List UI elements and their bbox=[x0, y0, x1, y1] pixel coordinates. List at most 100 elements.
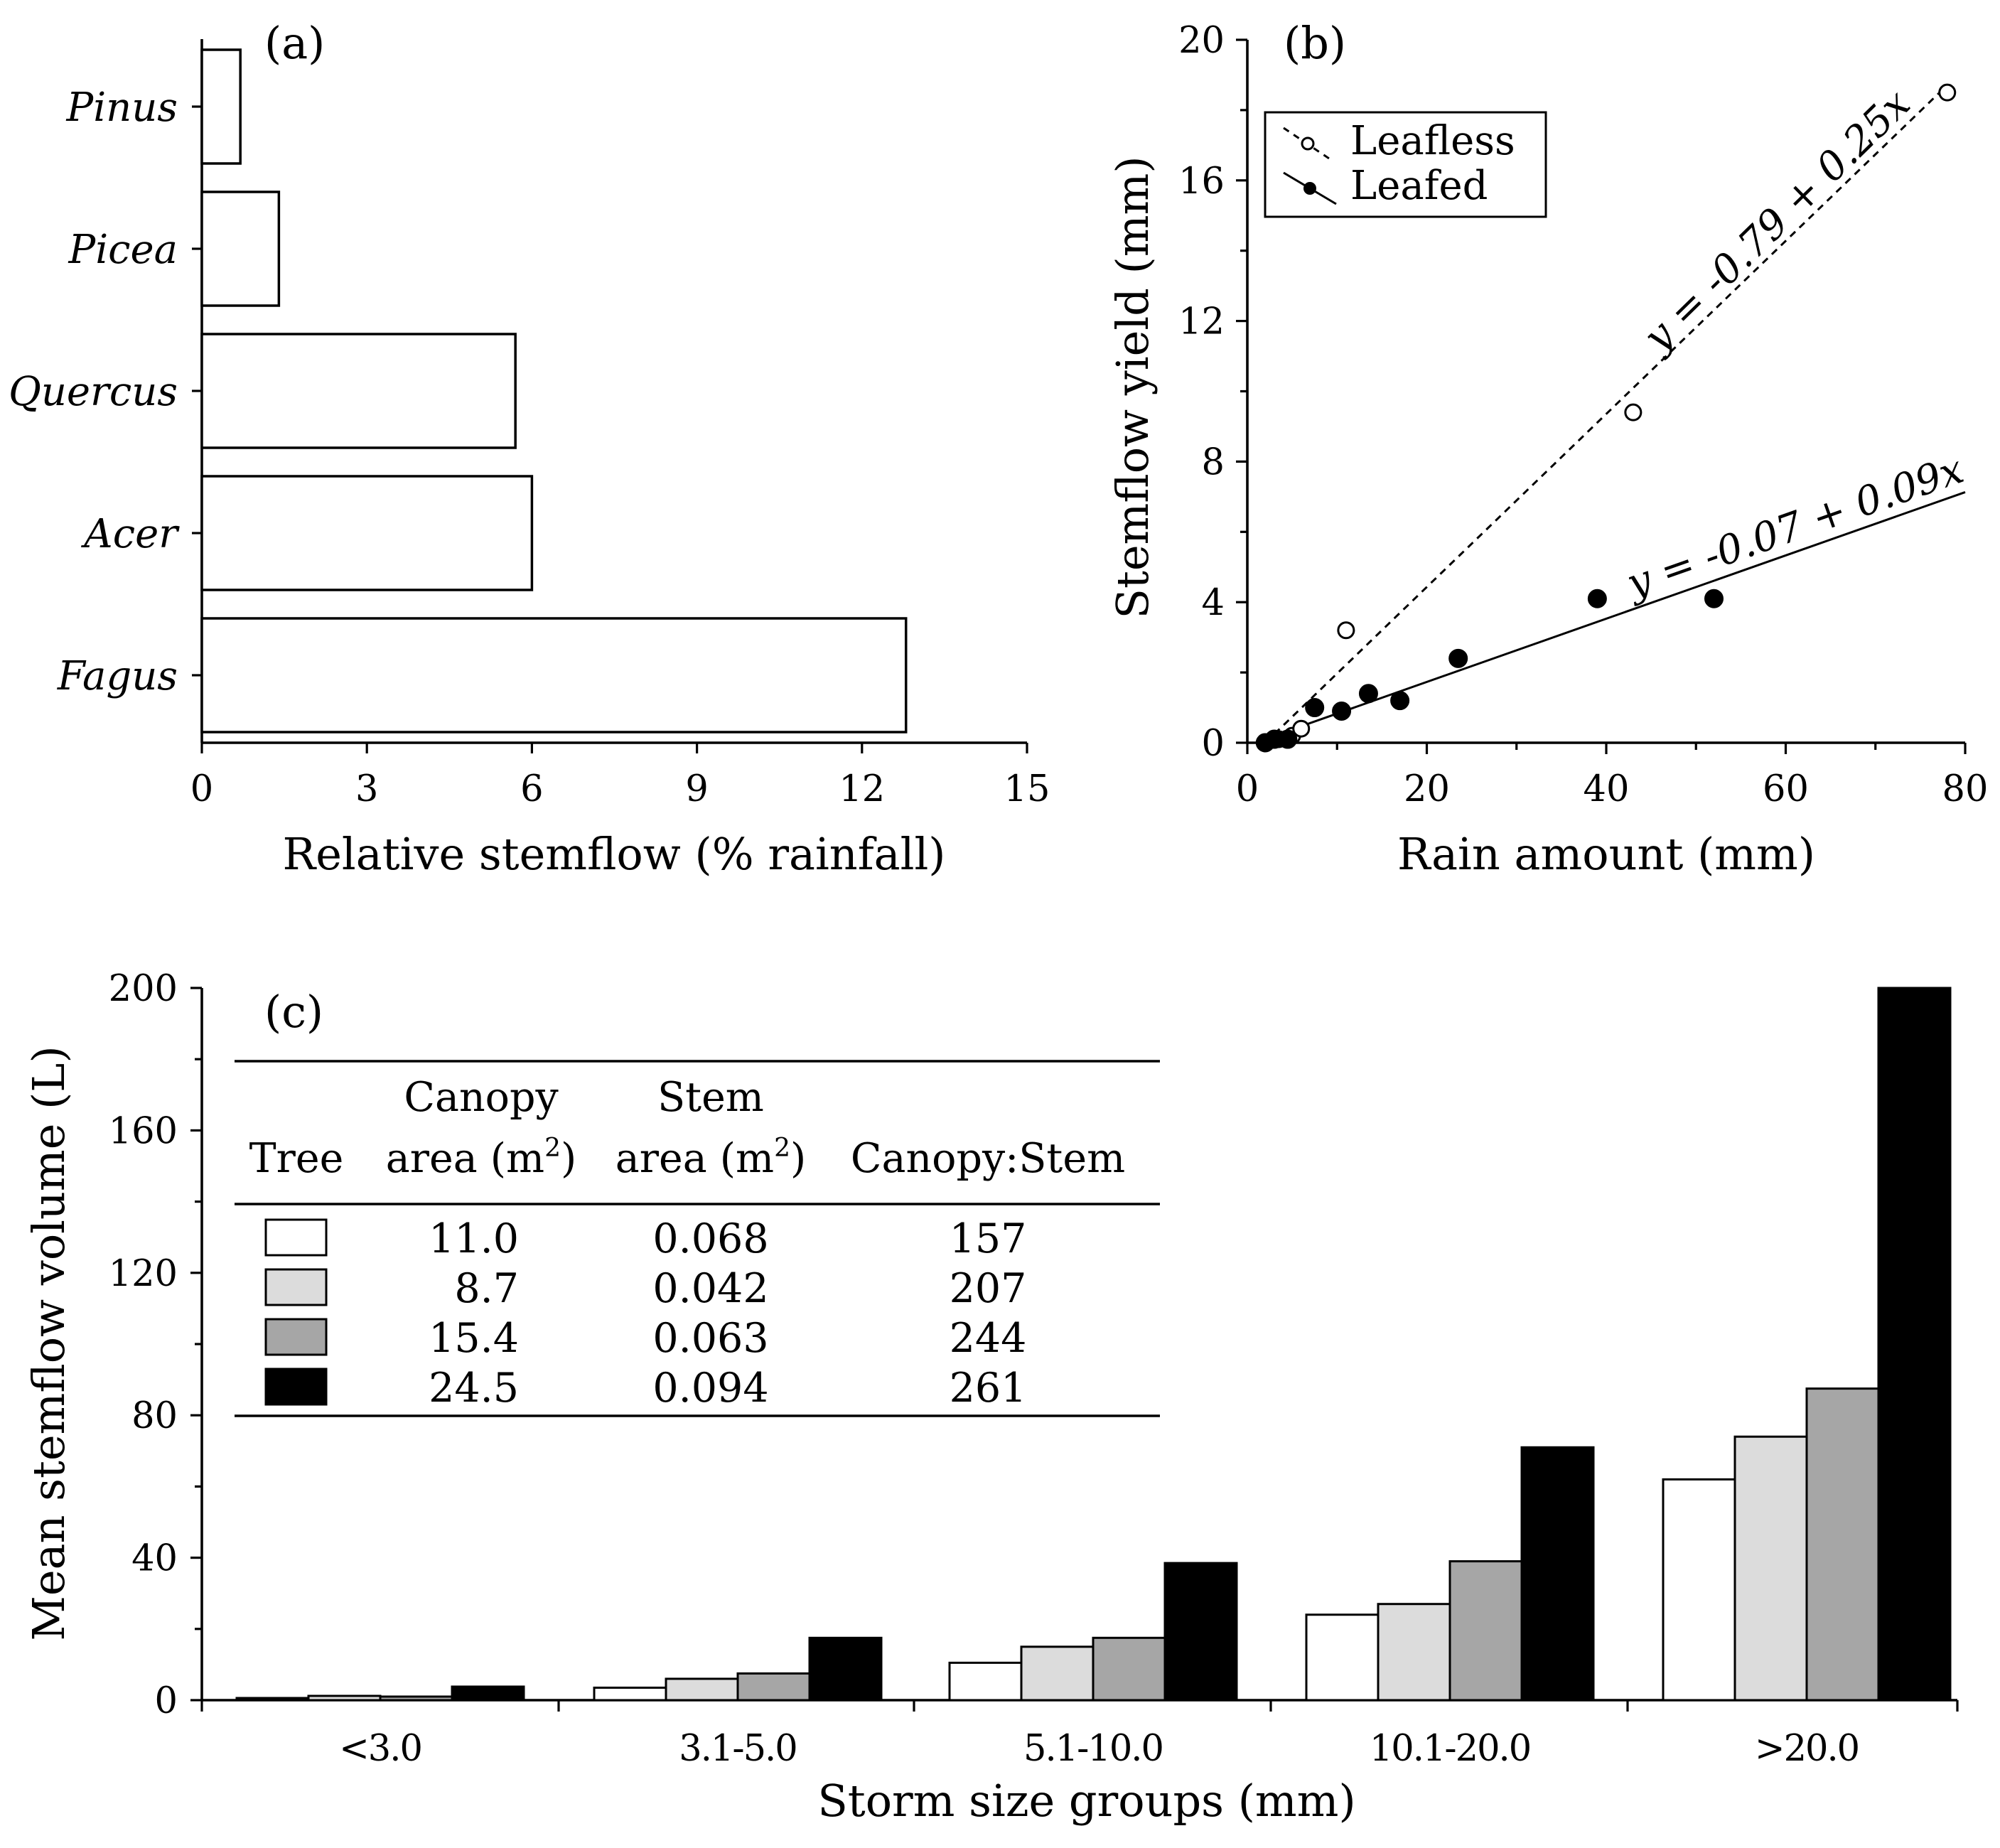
table-swatch-tree-1 bbox=[264, 1218, 328, 1257]
bar-tree-1-5-1-10-0 bbox=[948, 1661, 1023, 1702]
y-tick-label-20: 20 bbox=[1178, 20, 1225, 62]
table-header-canopy: Canopy bbox=[404, 1074, 559, 1121]
leafed-point bbox=[1332, 701, 1352, 721]
x-tick-label-80: 80 bbox=[1942, 768, 1989, 810]
leafed-point bbox=[1390, 691, 1410, 711]
leafed-point bbox=[1278, 729, 1298, 749]
leafed-point bbox=[1305, 698, 1325, 718]
bar-quercus bbox=[200, 333, 517, 449]
table-canopy-area: 15.4 bbox=[429, 1315, 519, 1362]
table-canopy-stem-ratio: 207 bbox=[950, 1265, 1027, 1312]
table-header-canopy-unit: area (m2) bbox=[386, 1134, 577, 1182]
panel-c-grouped-bar-chart: (c) 0 40 80 120 160 200 <3.0 3.1-5.0 5.1-10.0 10… bbox=[23, 968, 1959, 1827]
table-header-tree: Tree bbox=[249, 1135, 344, 1182]
x-tick-label-0: 0 bbox=[190, 768, 213, 810]
y-tick-label-16: 16 bbox=[1178, 161, 1225, 203]
bar-tree-4-3-1-5-0 bbox=[808, 1636, 883, 1702]
leafed-fit-line bbox=[1264, 491, 1966, 740]
leafless-point bbox=[1337, 621, 1355, 640]
y-tick-label-0: 0 bbox=[155, 1680, 178, 1722]
panel-a-x-axis-title: Relative stemflow (% rainfall) bbox=[283, 828, 946, 880]
category-label-pinus: Pinus bbox=[66, 85, 178, 131]
x-tick-label-40: 40 bbox=[1584, 768, 1630, 810]
panel-c-y-axis-title: Mean stemflow volume (L) bbox=[23, 1046, 75, 1640]
panel-b-x-axis-title: Rain amount (mm) bbox=[1397, 828, 1815, 880]
y-tick-label-120: 120 bbox=[109, 1253, 178, 1295]
legend-leafed-label: Leafed bbox=[1350, 163, 1488, 209]
x-tick-label-3-1-5-0: 3.1-5.0 bbox=[679, 1728, 796, 1770]
x-tick-label-3: 3 bbox=[355, 768, 378, 810]
y-tick-label-8: 8 bbox=[1202, 441, 1225, 483]
bar-tree-3-3-0 bbox=[379, 1695, 453, 1702]
panel-b-label: (b) bbox=[1284, 17, 1346, 69]
table-canopy-stem-ratio: 261 bbox=[950, 1365, 1027, 1412]
table-swatch-tree-2 bbox=[264, 1268, 328, 1306]
x-tick-label-9: 9 bbox=[685, 768, 708, 810]
bar-tree-4-3-0 bbox=[451, 1685, 525, 1702]
leafed-point bbox=[1448, 648, 1468, 668]
x-tick-label-6: 6 bbox=[520, 768, 543, 810]
legend-leafed-marker bbox=[1303, 182, 1316, 195]
x-tick-label-60: 60 bbox=[1763, 768, 1809, 810]
table-swatch-tree-4 bbox=[264, 1368, 328, 1406]
y-tick-label-4: 4 bbox=[1202, 582, 1225, 624]
panel-c-label: (c) bbox=[264, 986, 323, 1038]
x-tick-label-15: 15 bbox=[1004, 768, 1050, 810]
table-stem-area: 0.068 bbox=[652, 1215, 768, 1262]
panel-b-legend: Leafless Leafed bbox=[1264, 111, 1547, 218]
table-canopy-area: 8.7 bbox=[454, 1265, 519, 1312]
category-label-fagus: Fagus bbox=[57, 653, 178, 699]
leafless-point bbox=[1292, 719, 1311, 738]
leafed-point bbox=[1358, 684, 1378, 704]
leafed-point bbox=[1704, 589, 1724, 608]
leafed-point bbox=[1587, 589, 1607, 608]
x-tick-label-12: 12 bbox=[839, 768, 885, 810]
table-canopy-area: 11.0 bbox=[429, 1215, 519, 1262]
bar-tree-4-10-1-20-0 bbox=[1520, 1446, 1595, 1702]
category-label-quercus: Quercus bbox=[9, 369, 178, 415]
bar-picea bbox=[200, 190, 281, 307]
x-tick-label-10-1-20-0: 10.1-20.0 bbox=[1370, 1728, 1530, 1770]
panel-b-scatter-plot: (b) 0 4 8 12 16 20 0 20 40 60 80 y = -0.79 + 0.25… bbox=[1107, 17, 1988, 880]
bar-tree-4-5-1-10-0 bbox=[1163, 1562, 1238, 1702]
legend-box bbox=[1264, 111, 1547, 218]
leafless-fit-equation: y = -0.79 + 0.25x bbox=[1633, 81, 1919, 362]
leafed-fit-equation: y = -0.07 + 0.09x bbox=[1619, 446, 1969, 608]
table-canopy-stem-ratio: 157 bbox=[950, 1215, 1027, 1262]
bar-tree-3-5-1-10-0 bbox=[1092, 1636, 1166, 1702]
y-tick-label-12: 12 bbox=[1178, 301, 1225, 343]
table-stem-area: 0.042 bbox=[652, 1265, 768, 1312]
bar-tree-1-3-1-5-0 bbox=[593, 1686, 667, 1702]
leafless-point bbox=[1938, 83, 1957, 102]
bar-tree-4-20-0 bbox=[1877, 987, 1952, 1702]
legend-leafless-label: Leafless bbox=[1350, 118, 1515, 164]
bar-tree-1-10-1-20-0 bbox=[1305, 1613, 1380, 1702]
category-label-acer: Acer bbox=[80, 511, 180, 557]
table-header-stem: Stem bbox=[657, 1074, 764, 1121]
panel-a-label: (a) bbox=[264, 17, 325, 69]
x-tick-label-3-0: <3.0 bbox=[339, 1728, 421, 1770]
legend-leafless-marker bbox=[1301, 136, 1315, 151]
y-tick-label-40: 40 bbox=[131, 1538, 178, 1580]
bar-tree-2-10-1-20-0 bbox=[1377, 1603, 1451, 1702]
bar-tree-3-20-0 bbox=[1805, 1387, 1880, 1702]
y-tick-label-0: 0 bbox=[1202, 723, 1225, 765]
table-swatch-tree-3 bbox=[264, 1318, 328, 1356]
table-header-ratio: Canopy:Stem bbox=[851, 1135, 1125, 1182]
bar-tree-2-3-1-5-0 bbox=[665, 1677, 739, 1702]
table-header-stem-unit: area (m2) bbox=[615, 1134, 807, 1182]
bar-tree-2-20-0 bbox=[1733, 1435, 1808, 1702]
x-tick-label-20: 20 bbox=[1404, 768, 1450, 810]
table-stem-area: 0.063 bbox=[652, 1315, 768, 1362]
panel-c-x-axis-title: Storm size groups (mm) bbox=[817, 1775, 1355, 1827]
tree-table: Tree Canopy area (m2) Stem area (m2) Can… bbox=[235, 1060, 1160, 1417]
y-tick-label-80: 80 bbox=[131, 1395, 178, 1437]
table-canopy-stem-ratio: 244 bbox=[950, 1315, 1027, 1362]
x-tick-label-5-1-10-0: 5.1-10.0 bbox=[1023, 1728, 1163, 1770]
panel-b-y-axis-title: Stemflow yield (mm) bbox=[1107, 156, 1158, 618]
bar-tree-2-3-0 bbox=[307, 1694, 382, 1702]
bar-tree-1-20-0 bbox=[1662, 1478, 1736, 1702]
bar-fagus bbox=[200, 617, 908, 734]
